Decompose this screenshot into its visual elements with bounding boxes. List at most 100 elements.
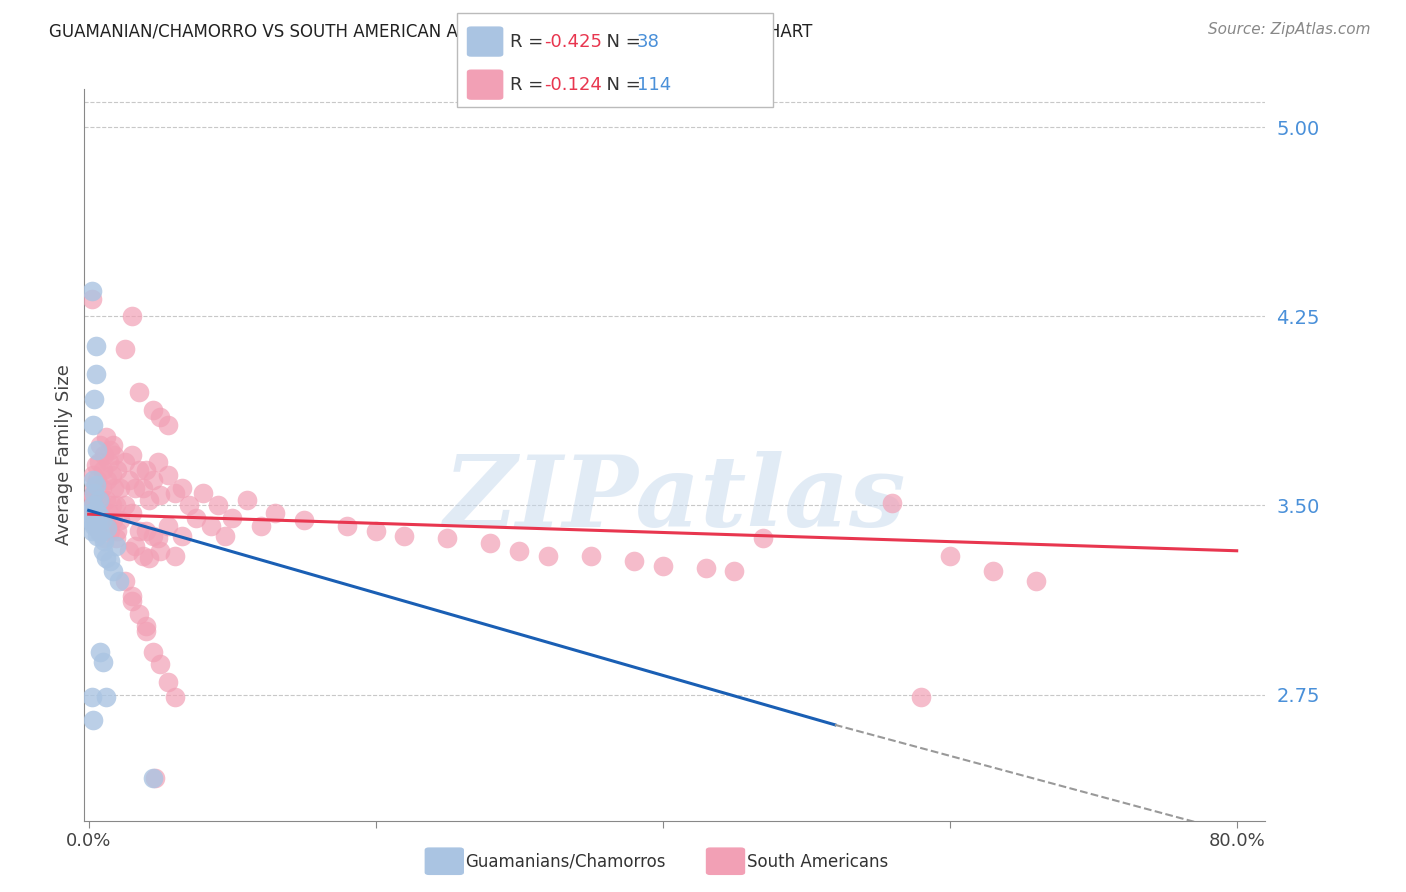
Point [84,368,107,382]
Point [179,499,201,513]
Point [695,561,717,575]
Point [82,713,104,727]
Point [221,511,243,525]
Point [94,430,117,444]
Point [135,619,157,633]
Point [135,524,157,538]
Point [89,645,111,659]
Point [104,539,127,553]
Point [579,549,602,563]
Point [93,531,115,545]
Point [83,392,105,407]
Point [336,518,359,533]
Point [138,551,160,566]
Point [79,506,101,520]
Point [110,514,132,528]
Point [103,481,125,495]
Point [156,674,179,689]
Point [156,468,179,483]
Point [97,506,120,520]
Point [149,543,172,558]
Point [156,417,179,432]
Point [83,511,105,525]
Point [118,543,141,558]
Point [121,506,143,520]
Point [101,514,124,528]
Point [101,564,124,578]
Point [86,442,108,457]
Point [193,485,215,500]
Point [752,531,775,545]
Point [508,543,530,558]
Point [80,514,103,528]
Y-axis label: Average Family Size: Average Family Size [55,365,73,545]
Point [80,493,103,508]
Point [1025,574,1047,588]
Point [84,339,107,353]
Point [107,574,129,588]
Point [80,292,103,306]
Point [84,518,107,533]
Point [91,543,114,558]
Point [235,493,257,508]
Point [86,506,108,520]
Point [80,524,103,538]
Point [82,499,104,513]
Point [84,458,107,472]
Point [142,402,165,417]
Point [110,481,132,495]
Point [163,549,186,563]
Point [83,481,105,495]
Point [84,478,107,492]
Point [186,511,208,525]
Point [94,493,117,508]
Point [105,524,128,538]
Point [80,508,103,523]
Point [86,516,108,530]
Point [89,493,111,508]
Point [96,473,118,487]
Text: 38: 38 [637,33,659,51]
Point [91,463,114,477]
Point [94,690,117,704]
Point [79,506,101,520]
Point [121,594,143,608]
Point [142,645,165,659]
Point [146,531,169,545]
Point [163,690,186,704]
Point [87,508,110,523]
Point [146,455,169,469]
Point [142,528,165,542]
Point [105,463,128,477]
Point [207,499,229,513]
Point [128,384,150,399]
Point [91,514,114,528]
Point [90,481,112,495]
Point [135,624,157,639]
Point [87,524,110,538]
Point [124,481,146,495]
Point [87,455,110,469]
Point [128,524,150,538]
Point [142,473,165,487]
Point [364,524,387,538]
Point [100,468,122,483]
Text: Source: ZipAtlas.com: Source: ZipAtlas.com [1208,22,1371,37]
Text: Guamanians/Chamorros: Guamanians/Chamorros [465,853,666,871]
Point [114,574,136,588]
Point [651,558,673,573]
Point [149,657,172,672]
Point [100,499,122,513]
Text: 114: 114 [637,76,671,94]
Point [292,514,315,528]
Point [143,771,166,785]
Point [394,528,416,542]
Point [128,607,150,621]
Point [910,690,932,704]
Point [82,488,104,502]
Point [142,771,165,785]
Point [96,518,118,533]
Point [479,536,502,550]
Text: N =: N = [595,33,647,51]
Point [101,438,124,452]
